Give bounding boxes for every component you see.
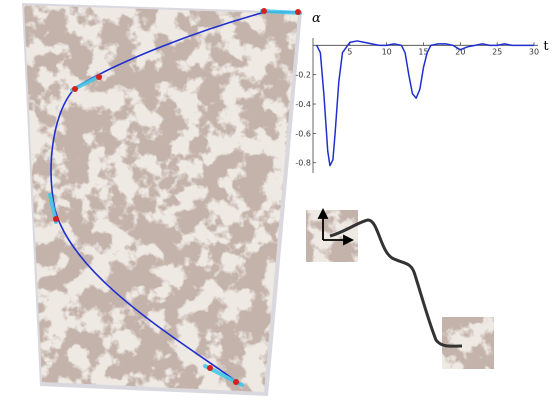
y-axis-label: α: [312, 11, 321, 26]
x-tick-label: 25: [492, 47, 502, 56]
x-tick-label: 10: [382, 47, 392, 56]
marble-slab: [24, 5, 298, 392]
x-tick-label: 30: [529, 47, 539, 56]
x-tick-label: 5: [347, 47, 352, 56]
data-line: [317, 41, 534, 166]
y-tick-label: -0.4: [295, 100, 311, 109]
y-tick-label: -0.8: [295, 159, 311, 168]
y-tick-label: -0.6: [295, 129, 311, 138]
tile: [442, 317, 494, 369]
figure: α t 51015202530-0.2-0.4-0.6-0.8: [0, 0, 556, 403]
x-axis-label: t: [543, 39, 549, 54]
y-tick-label: -0.2: [295, 71, 311, 80]
